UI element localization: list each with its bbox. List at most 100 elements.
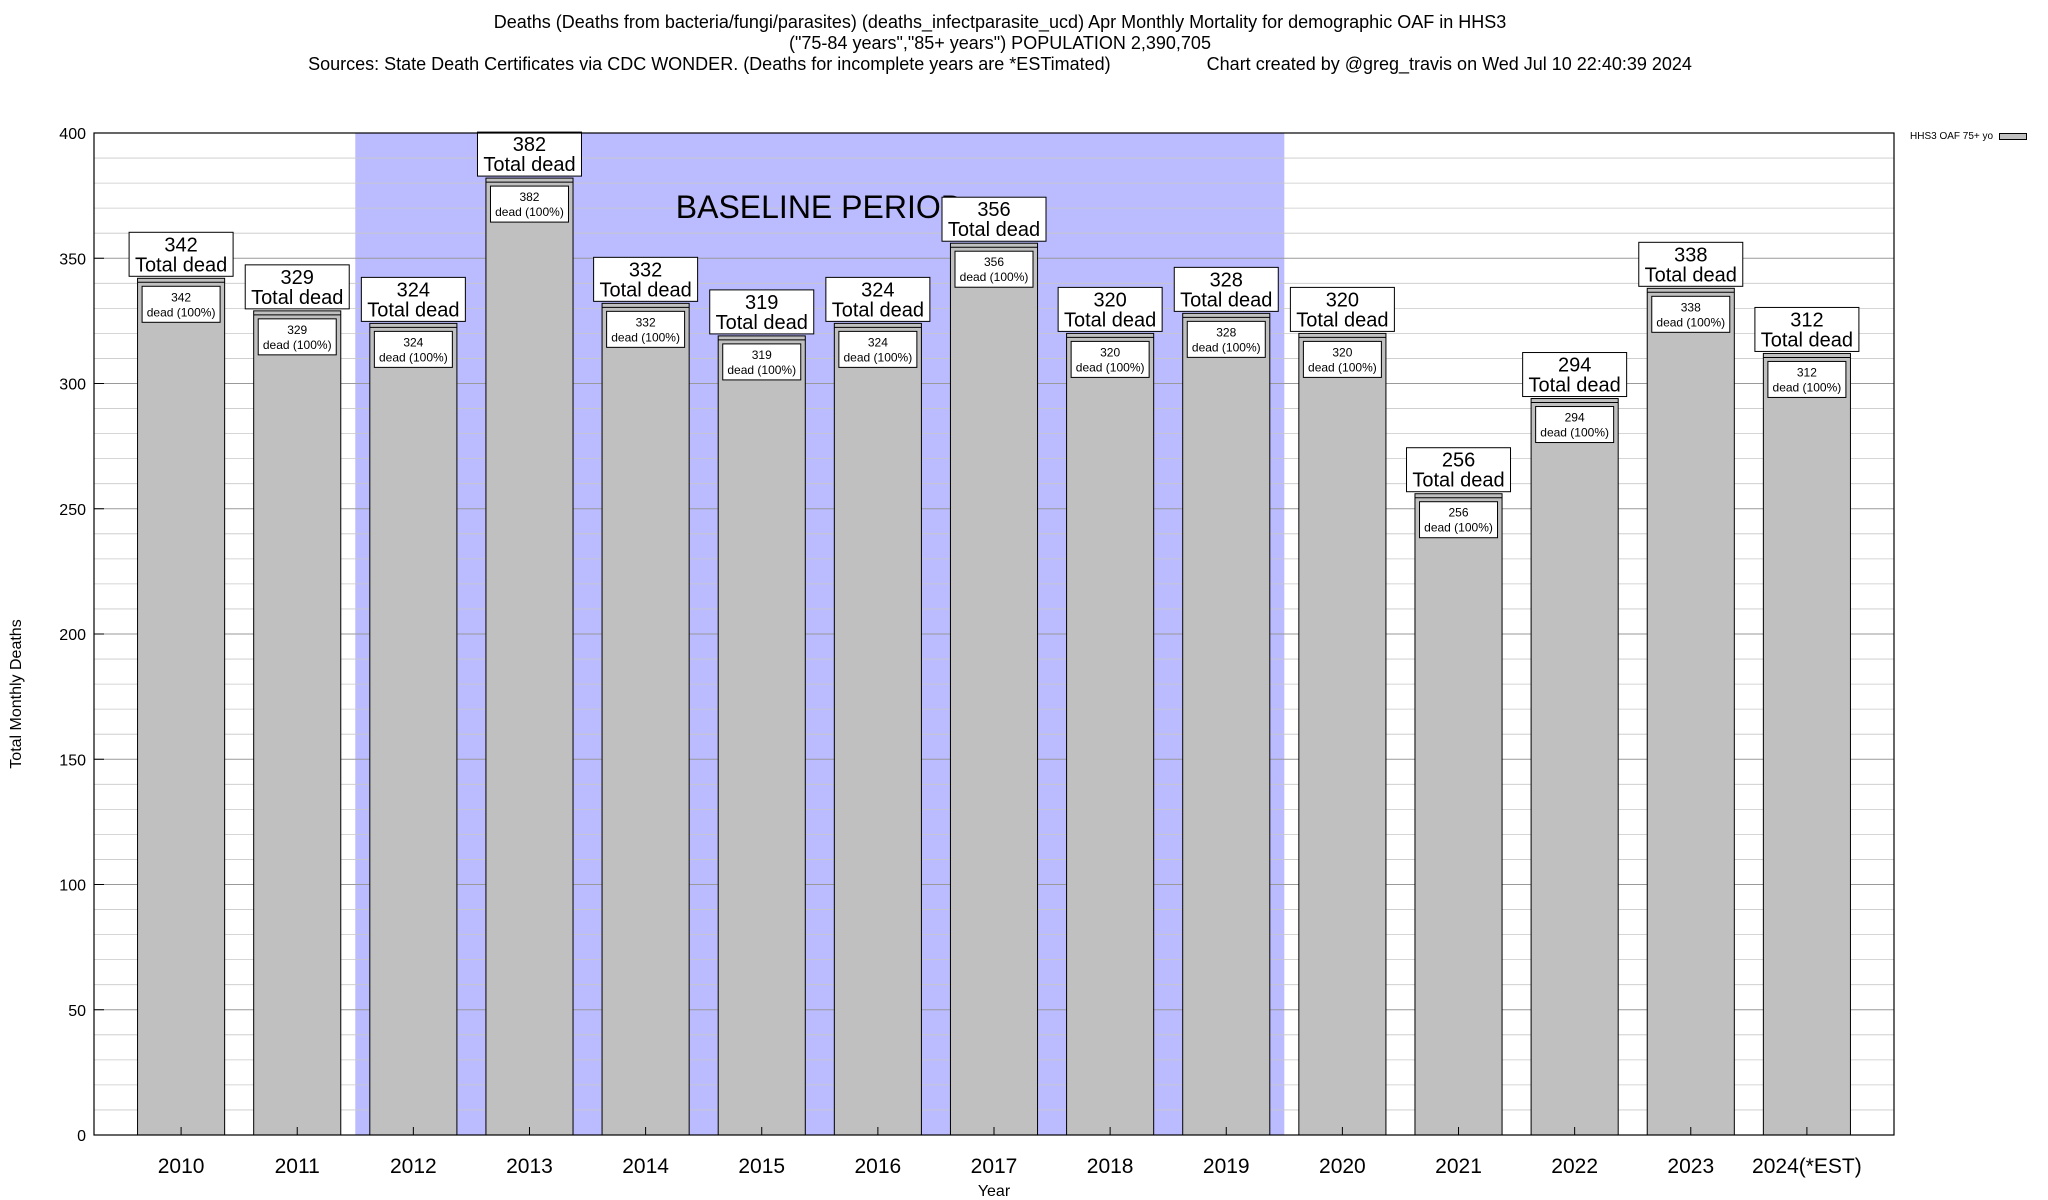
chart-title-block: Deaths (Deaths from bacteria/fungi/paras…: [0, 12, 2000, 75]
x-tick-label: 2024(*EST): [1752, 1155, 1862, 1178]
top-label-box: [476, 131, 582, 177]
bar: [1298, 332, 1387, 1136]
inner-value-label: 320: [1100, 345, 1120, 359]
inner-label-box: [838, 330, 918, 368]
top-label-box: [1522, 352, 1628, 398]
top-label-box: [1638, 241, 1744, 287]
top-label-box: [593, 256, 699, 302]
top-value-label: 320: [1326, 289, 1359, 311]
top-label-box: [825, 276, 931, 322]
inner-label-box: [606, 310, 686, 348]
top-label-box: [1289, 286, 1395, 332]
inner-percent-label: dead (100%): [1076, 360, 1145, 374]
inner-percent-label: dead (100%): [611, 330, 680, 344]
bar: [717, 335, 806, 1136]
top-label-box: [1754, 306, 1860, 352]
inner-percent-label: dead (100%): [1308, 360, 1377, 374]
inner-percent-label: dead (100%): [263, 338, 332, 352]
top-total-label: Total dead: [251, 287, 343, 309]
top-value-label: 332: [629, 259, 662, 281]
legend-label: HHS3 OAF 75+ yo: [1910, 131, 1994, 142]
top-total-label: Total dead: [1064, 309, 1156, 331]
inner-value-label: 342: [171, 290, 191, 304]
inner-value-label: 338: [1681, 300, 1701, 314]
inner-label-box: [373, 330, 453, 368]
chart-title: Deaths (Deaths from bacteria/fungi/paras…: [493, 12, 1507, 32]
top-value-label: 382: [513, 134, 546, 156]
x-tick-label: 2020: [1319, 1155, 1366, 1178]
inner-percent-label: dead (100%): [1656, 315, 1725, 329]
chart-legend: HHS3 OAF 75+ yo: [1910, 131, 2028, 142]
inner-percent-label: dead (100%): [1540, 426, 1609, 440]
top-label-box: [128, 231, 234, 277]
x-tick-label: 2019: [1203, 1155, 1250, 1178]
top-total-label: Total dead: [1412, 470, 1504, 492]
chart-sources: Sources: State Death Certificates via CD…: [308, 54, 1111, 74]
x-tick-label: 2015: [738, 1155, 785, 1178]
inner-label-box: [1186, 320, 1266, 358]
inner-value-label: 329: [287, 323, 307, 337]
inner-label-box: [489, 185, 569, 223]
top-value-label: 324: [397, 279, 430, 301]
y-tick-label: 100: [59, 878, 86, 895]
bar: [949, 242, 1039, 1136]
top-value-label: 319: [745, 292, 778, 314]
inner-label-box: [257, 318, 337, 356]
baseline-period-label: BASELINE PERIOD: [676, 189, 964, 225]
top-label-box: [941, 196, 1047, 242]
bar: [833, 322, 922, 1136]
inner-percent-label: dead (100%): [1424, 521, 1493, 535]
x-tick-label: 2013: [506, 1155, 553, 1178]
top-value-label: 328: [1210, 269, 1243, 291]
bar: [1414, 493, 1503, 1136]
inner-value-label: 294: [1565, 411, 1585, 425]
bar: [1530, 398, 1619, 1136]
bar: [1182, 312, 1271, 1136]
top-total-label: Total dead: [1296, 309, 1388, 331]
top-total-label: Total dead: [832, 299, 924, 321]
top-value-label: 356: [977, 199, 1010, 221]
y-tick-label: 50: [68, 1003, 86, 1020]
inner-label-box: [1302, 340, 1382, 378]
inner-percent-label: dead (100%): [1773, 380, 1842, 394]
y-axis-label: Total Monthly Deaths: [8, 619, 25, 768]
bar: [485, 177, 574, 1136]
top-total-label: Total dead: [1645, 264, 1737, 286]
inner-label-box: [1070, 340, 1150, 378]
legend-swatch: [1999, 132, 2028, 140]
x-tick-label: 2017: [971, 1155, 1018, 1178]
plot-frame: [93, 132, 1895, 1136]
top-total-label: Total dead: [948, 219, 1040, 241]
top-label-box: [1057, 286, 1163, 332]
inner-value-label: 324: [403, 335, 423, 349]
x-tick-label: 2011: [275, 1155, 320, 1178]
y-tick-label: 0: [77, 1128, 86, 1145]
bar: [1066, 332, 1155, 1136]
bar: [253, 310, 342, 1136]
y-tick-label: 300: [59, 377, 86, 394]
top-total-label: Total dead: [716, 312, 808, 334]
inner-value-label: 324: [868, 335, 888, 349]
inner-label-box: [954, 250, 1034, 288]
x-tick-label: 2014: [622, 1155, 669, 1178]
x-tick-label: 2012: [390, 1155, 437, 1178]
chart-subtitle: ("75-84 years","85+ years") POPULATION 2…: [789, 33, 1211, 53]
inner-label-box: [1535, 406, 1615, 444]
top-value-label: 294: [1558, 355, 1591, 377]
top-label-box: [1406, 447, 1512, 493]
x-tick-label: 2021: [1435, 1155, 1482, 1178]
x-tick-label: 2016: [855, 1155, 902, 1178]
top-value-label: 256: [1442, 450, 1475, 472]
inner-percent-label: dead (100%): [844, 350, 913, 364]
x-tick-label: 2023: [1667, 1155, 1714, 1178]
inner-percent-label: dead (100%): [960, 270, 1029, 284]
y-tick-label: 350: [59, 251, 86, 268]
top-value-label: 324: [861, 279, 894, 301]
top-label-box: [360, 276, 466, 322]
chart-credit: Chart created by @greg_travis on Wed Jul…: [1206, 54, 1692, 74]
top-label-box: [244, 264, 350, 310]
top-value-label: 329: [281, 267, 314, 289]
bar: [137, 277, 226, 1136]
inner-value-label: 319: [752, 348, 772, 362]
top-value-label: 320: [1093, 289, 1126, 311]
